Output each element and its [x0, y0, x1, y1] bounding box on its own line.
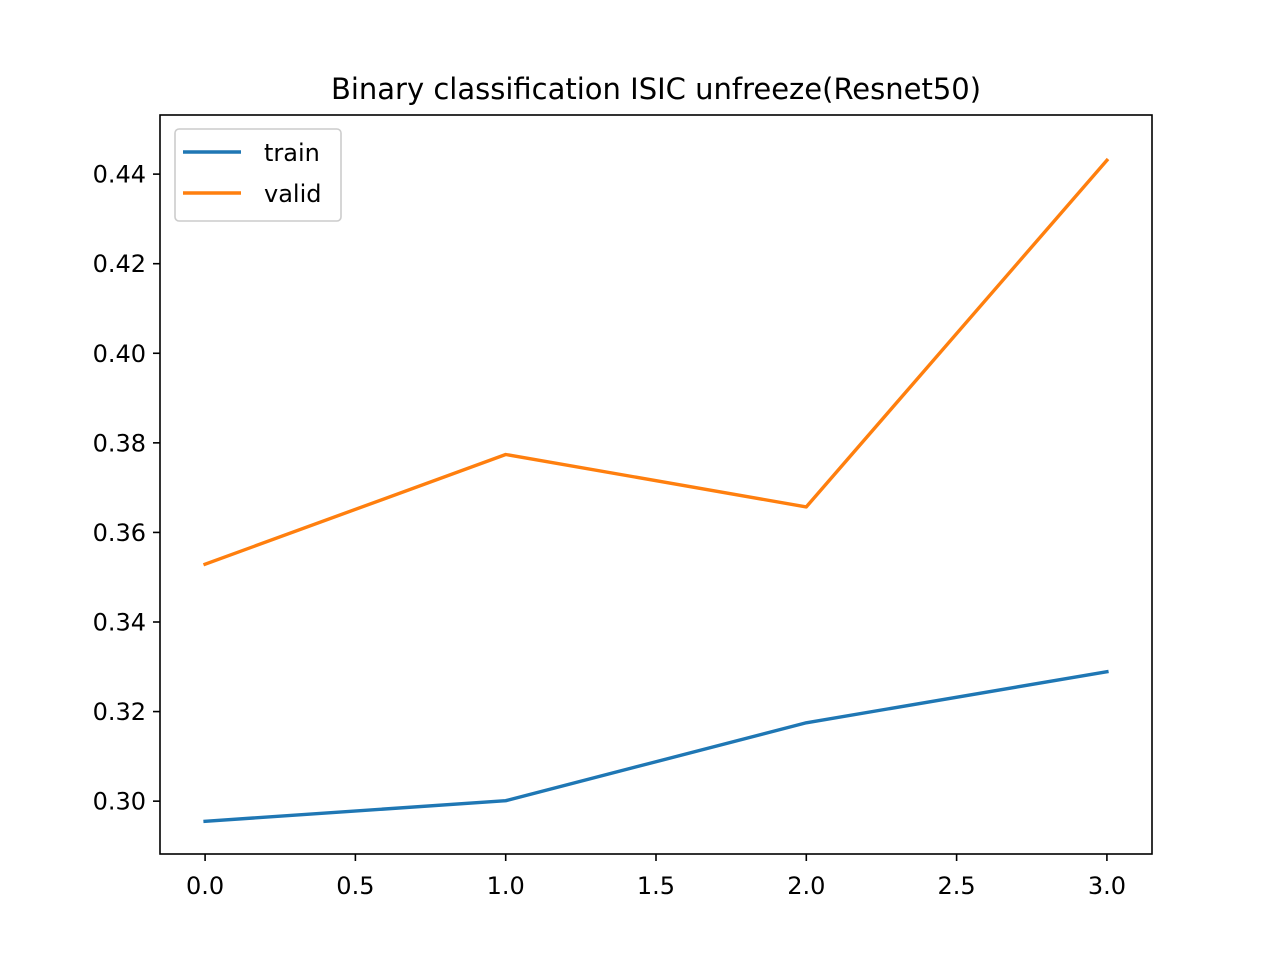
- y-tick-label: 0.36: [93, 519, 146, 547]
- x-axis: 0.0 0.5 1.0 1.5 2.0 2.5 3.0: [186, 854, 1126, 900]
- series-line-valid: [202, 157, 1110, 567]
- legend-label-train: train: [264, 139, 320, 167]
- x-tick-label: 0.0: [186, 872, 224, 900]
- legend-label-valid: valid: [264, 180, 321, 208]
- series-group: [202, 157, 1110, 824]
- x-tick-label: 1.5: [637, 872, 675, 900]
- x-tick-label: 3.0: [1088, 872, 1126, 900]
- x-tick-label: 0.5: [336, 872, 374, 900]
- y-tick-label: 0.38: [93, 429, 146, 457]
- x-tick-label: 2.0: [787, 872, 825, 900]
- y-tick-label: 0.44: [93, 161, 146, 189]
- y-tick-label: 0.32: [93, 698, 146, 726]
- y-tick-label: 0.30: [93, 788, 146, 816]
- y-tick-label: 0.34: [93, 608, 146, 636]
- chart-title: Binary classification ISIC unfreeze(Resn…: [331, 72, 981, 106]
- y-axis: 0.30 0.32 0.34 0.36 0.38 0.40 0.42 0.44: [93, 161, 160, 816]
- x-tick-label: 1.0: [487, 872, 525, 900]
- x-tick-label: 2.5: [938, 872, 976, 900]
- legend: train valid: [174, 128, 342, 222]
- series-line-train: [203, 669, 1109, 824]
- y-tick-label: 0.40: [93, 340, 146, 368]
- y-tick-label: 0.42: [93, 250, 146, 278]
